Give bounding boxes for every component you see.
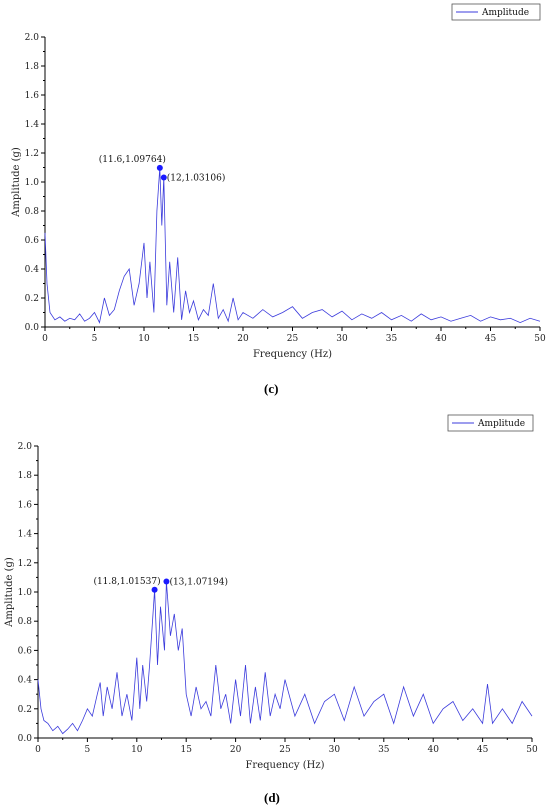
chart-d-xtick-label: 40 [427, 745, 439, 755]
chart-d-ytick-label: 0.4 [18, 676, 33, 686]
chart-c-series-line [44, 167, 541, 324]
chart-d-ytick-label: 1.0 [18, 588, 33, 598]
chart-c-xtick-label: 15 [188, 334, 200, 344]
chart-c-annotation-point [156, 164, 163, 171]
chart-c-xtick-label: 0 [42, 334, 48, 344]
chart-d-legend-label: Amplitude [477, 419, 525, 429]
chart-c-xtick-label: 45 [485, 334, 497, 344]
chart-d-xtick-label: 15 [180, 745, 192, 755]
chart-d-xtick-label: 45 [477, 745, 489, 755]
chart-c-xtick-label: 20 [237, 334, 249, 344]
chart-c-ytick-label: 2.0 [25, 33, 40, 43]
chart-c-ytick-label: 0.8 [25, 207, 40, 217]
chart-c-legend-box [451, 3, 541, 21]
chart-c-annotation-point [160, 174, 167, 181]
chart-c-xtick-label: 50 [534, 334, 546, 344]
chart-c-ytick-label: 0.6 [25, 236, 40, 246]
chart-c-xlabel: Frequency (Hz) [253, 349, 332, 360]
chart-d-annotation-point [151, 586, 158, 593]
chart-c-xtick-label: 10 [138, 334, 150, 344]
chart-d-ytick-label: 0.0 [18, 734, 33, 744]
chart-d-ytick-label: 1.6 [18, 500, 33, 510]
chart-d-legend-box [447, 414, 534, 432]
chart-d-ytick-label: 0.2 [18, 705, 32, 715]
chart-d-annotation-label: (13,1.07194) [169, 576, 228, 587]
chart-c-legend-label: Amplitude [481, 8, 529, 18]
chart-c-xtick-label: 5 [92, 334, 98, 344]
chart-c-annotation-label: (11.6,1.09764) [99, 154, 166, 165]
chart-d-xlabel: Frequency (Hz) [245, 760, 324, 771]
chart-d-xtick-label: 0 [35, 745, 41, 755]
chart-d-xtick-label: 35 [378, 745, 390, 755]
chart-c-ylabel: Amplitude (g) [11, 147, 22, 218]
chart-d-ylabel: Amplitude (g) [4, 557, 15, 628]
chart-d-ytick-label: 0.6 [18, 646, 33, 656]
chart-d-xtick-label: 20 [230, 745, 242, 755]
chart-c-ytick-label: 1.0 [25, 178, 40, 188]
chart-d-series-line [37, 581, 533, 735]
chart-d-ytick-label: 1.2 [18, 559, 32, 569]
chart-c-xtick-label: 30 [336, 334, 348, 344]
chart-d-xtick-label: 5 [85, 745, 91, 755]
panel-label-d: (d) [264, 790, 280, 805]
chart-c-ytick-label: 0.4 [25, 265, 40, 275]
chart-c-ytick-label: 1.4 [25, 120, 40, 130]
chart-c-xtick-label: 40 [435, 334, 447, 344]
chart-c-ytick-label: 1.6 [25, 91, 40, 101]
chart-c-annotation-label: (12,1.03106) [167, 172, 226, 183]
chart-d-xtick-label: 25 [279, 745, 291, 755]
chart-d-ytick-label: 2.0 [18, 442, 33, 452]
panel-label-c: (c) [264, 381, 279, 396]
chart-c-xtick-label: 35 [386, 334, 398, 344]
chart-d-xtick-label: 10 [131, 745, 143, 755]
chart-d-xtick-label: 30 [329, 745, 341, 755]
chart-d-ytick-label: 1.4 [18, 530, 33, 540]
chart-c-ytick-label: 1.2 [25, 149, 39, 159]
chart-c-ytick-label: 0.2 [25, 294, 39, 304]
chart-c-ytick-label: 1.8 [25, 62, 40, 72]
chart-c-ytick-label: 0.0 [25, 323, 40, 333]
chart-d-xtick-label: 50 [526, 745, 538, 755]
chart-d-ytick-label: 0.8 [18, 617, 33, 627]
chart-d-ytick-label: 1.8 [18, 471, 33, 481]
chart-d-annotation-point [163, 578, 170, 585]
chart-d-annotation-label: (11.8,1.01537) [93, 576, 160, 587]
chart-c-xtick-label: 25 [287, 334, 299, 344]
